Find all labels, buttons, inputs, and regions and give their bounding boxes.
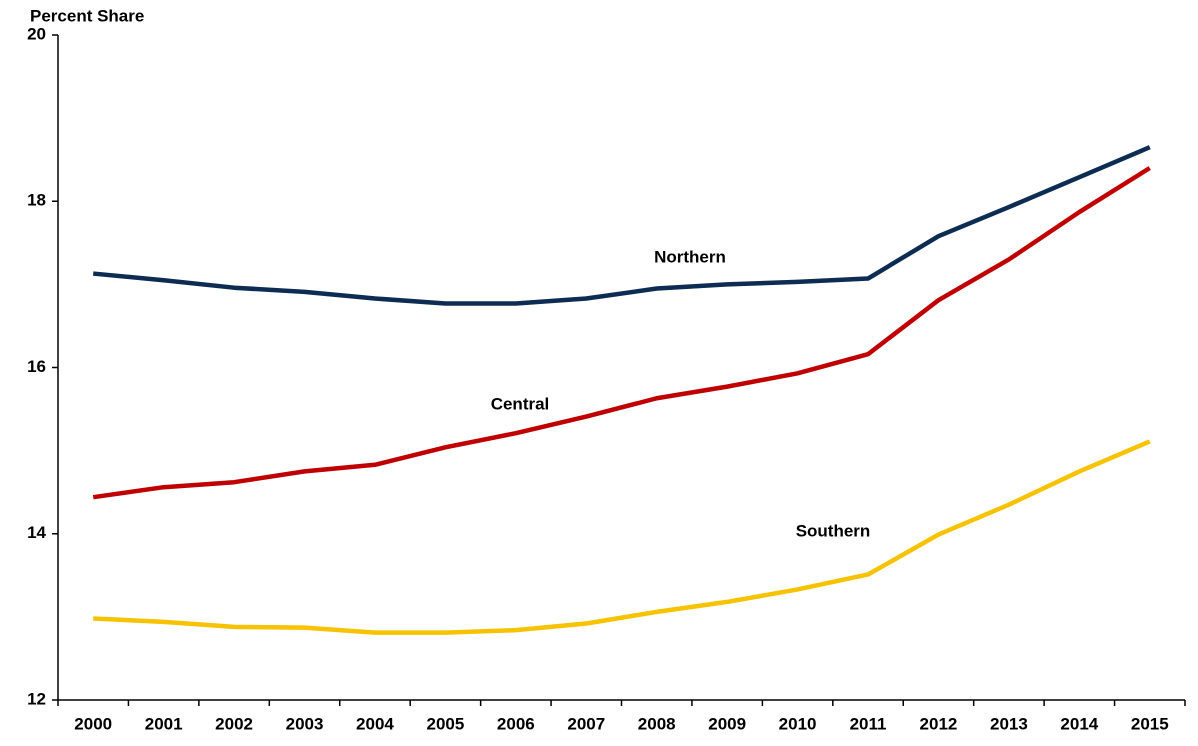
series-label: Central: [491, 394, 550, 413]
x-tick-label: 2002: [215, 714, 253, 733]
line: [92, 166, 1151, 500]
x-tick-label: 2000: [74, 714, 112, 733]
line: [93, 145, 1151, 306]
y-tick-label: 18: [27, 191, 46, 210]
x-tick-label: 2014: [1060, 714, 1098, 733]
y-tick-label: 20: [27, 24, 46, 43]
line: [93, 439, 1151, 635]
y-tick-label: 16: [27, 357, 46, 376]
x-tick-label: 2013: [990, 714, 1028, 733]
x-tick-label: 2001: [145, 714, 183, 733]
y-tick-label: 12: [27, 689, 46, 708]
x-tick-label: 2004: [356, 714, 394, 733]
x-tick-label: 2008: [638, 714, 676, 733]
x-tick-label: 2003: [286, 714, 324, 733]
y-tick-label: 14: [27, 523, 46, 542]
series-label: Southern: [796, 521, 871, 540]
x-tick-label: 2010: [779, 714, 817, 733]
x-tick-label: 2012: [920, 714, 958, 733]
x-tick-label: 2011: [850, 714, 887, 733]
x-tick-label: 2009: [708, 714, 746, 733]
series-label: Northern: [654, 247, 726, 266]
x-tick-label: 2006: [497, 714, 535, 733]
x-tick-label: 2015: [1131, 714, 1169, 733]
x-tick-label: 2005: [426, 714, 464, 733]
y-axis-label: Percent Share: [30, 6, 144, 25]
x-tick-label: 2007: [567, 714, 605, 733]
